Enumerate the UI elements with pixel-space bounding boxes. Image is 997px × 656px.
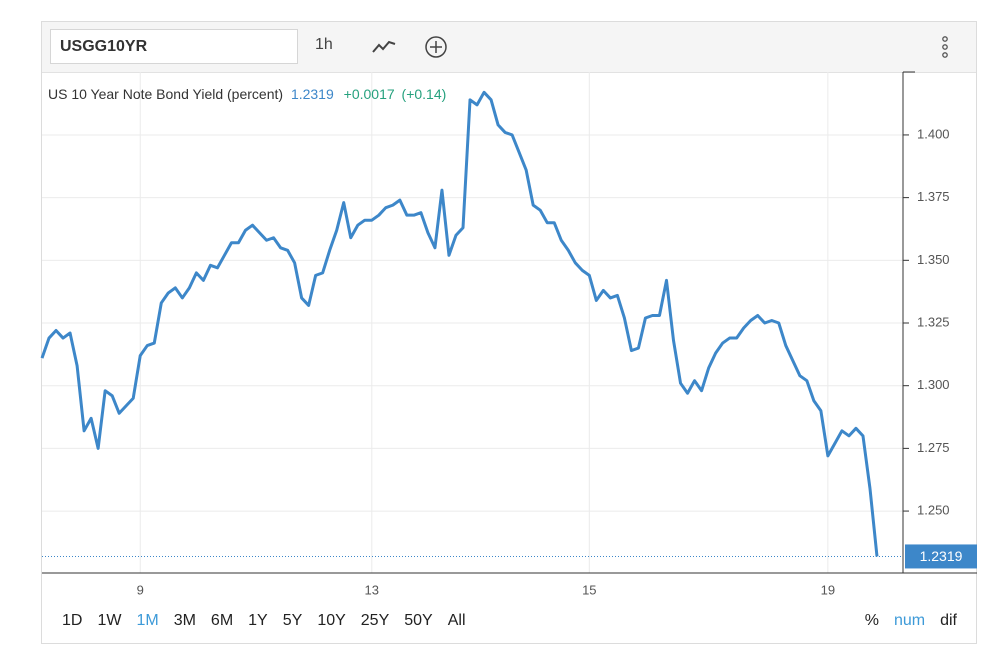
x-tick-label: 15	[582, 582, 596, 597]
widget-frame: USGG10YR 1h 1D 1W 1M 3M 6M 1Y 5Y 10Y 25Y 50Y All %…	[41, 21, 977, 644]
grid	[42, 72, 903, 573]
range-button[interactable]: 10Y	[317, 612, 346, 629]
chart-style-icon[interactable]	[371, 37, 397, 57]
range-button[interactable]: 1W	[97, 612, 122, 629]
toolbar: USGG10YR 1h	[42, 22, 976, 73]
y-tick-label: 1.325	[917, 314, 950, 329]
y-tick-label: 1.350	[917, 252, 950, 267]
range-button[interactable]: 1D	[62, 612, 83, 629]
y-tick-label: 1.275	[917, 440, 950, 455]
range-buttons: 1D 1W 1M 3M 6M 1Y 5Y 10Y 25Y 50Y All	[62, 612, 481, 630]
y-tick-label: 1.250	[917, 503, 950, 518]
add-icon[interactable]	[423, 34, 449, 60]
range-button[interactable]: 5Y	[282, 612, 303, 629]
range-button[interactable]: All	[447, 612, 466, 629]
range-button[interactable]: 1M	[136, 612, 159, 629]
range-button[interactable]: 50Y	[404, 612, 433, 629]
interval-button[interactable]: 1h	[315, 36, 333, 53]
scale-button[interactable]: num	[893, 612, 926, 629]
chart-header: US 10 Year Note Bond Yield (percent) 1.2…	[48, 86, 446, 102]
menu-icon[interactable]	[940, 35, 950, 61]
scale-buttons: % num dif	[865, 612, 972, 630]
x-tick-label: 19	[821, 582, 835, 597]
chart: 1.250 1.275 1.300 1.325 1.350 1.375 1.400 9 13 15…	[40, 71, 977, 597]
y-tick-label: 1.375	[917, 189, 950, 204]
range-button[interactable]: 6M	[210, 612, 234, 629]
change-pct: (+0.14)	[402, 86, 447, 102]
data-line	[40, 90, 879, 557]
range-button[interactable]: 3M	[173, 612, 196, 629]
change: +0.0017	[344, 86, 395, 102]
y-tick-label: 1.400	[917, 126, 950, 141]
last-value: 1.2319	[291, 86, 334, 102]
scale-button[interactable]: %	[864, 612, 879, 629]
symbol-input[interactable]: USGG10YR	[50, 29, 298, 64]
scale-button[interactable]: dif	[940, 612, 957, 629]
x-tick-label: 9	[137, 582, 144, 597]
last-value-tag	[905, 544, 977, 569]
y-tick-label: 1.300	[917, 377, 950, 392]
range-button[interactable]: 25Y	[360, 612, 390, 629]
x-tick-label: 13	[365, 582, 379, 597]
last-value-tag-label: 1.2319	[920, 548, 963, 564]
range-button[interactable]: 1Y	[248, 612, 268, 629]
chart-title: US 10 Year Note Bond Yield (percent)	[48, 86, 283, 102]
